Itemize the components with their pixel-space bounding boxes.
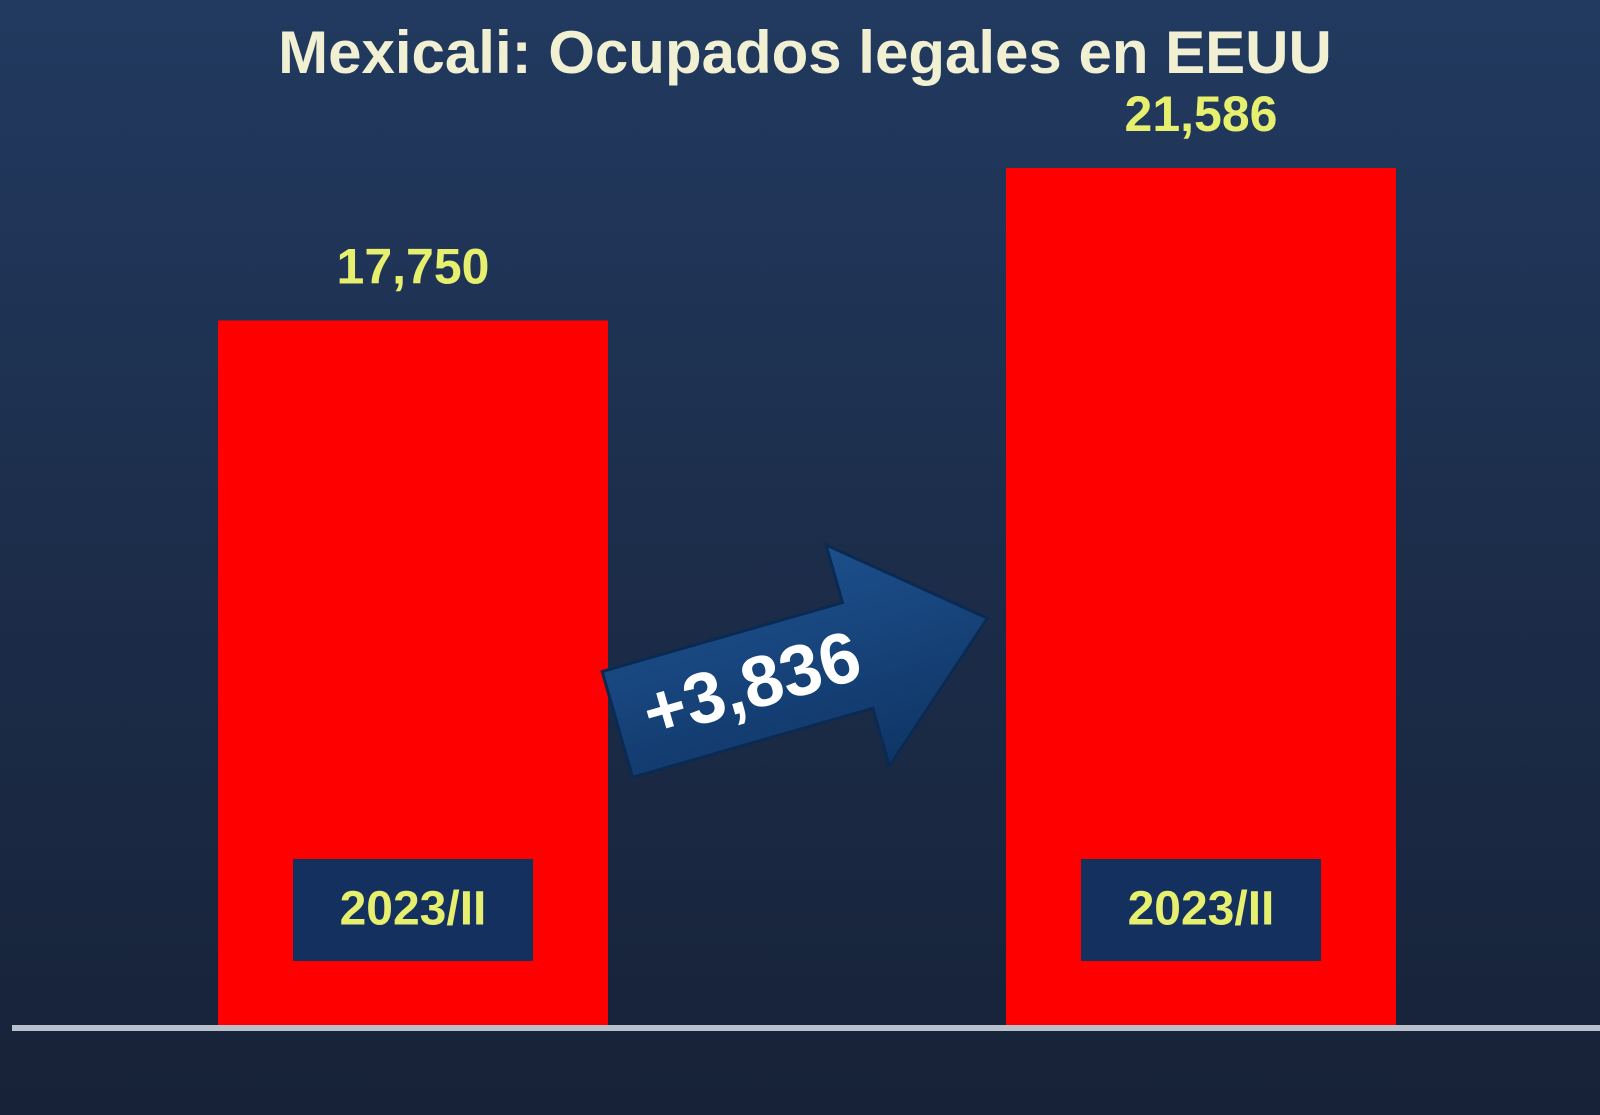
plot-area: 17,750 2023/II 21,586 2023/II xyxy=(218,86,1396,1026)
x-tick-label: 2023/II xyxy=(340,883,487,936)
arrow-shape xyxy=(600,542,990,780)
category-box xyxy=(293,859,533,961)
x-tick-label: 2023/II xyxy=(1128,883,1275,936)
value-label: 17,750 xyxy=(337,239,490,295)
chart-title: Mexicali: Ocupados legales en EEUU xyxy=(278,19,1332,86)
value-label: 21,586 xyxy=(1125,86,1278,142)
category-box xyxy=(1081,859,1321,961)
